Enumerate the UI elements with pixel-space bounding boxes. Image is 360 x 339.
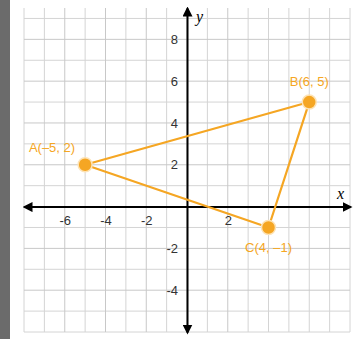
y-tick-label: 8 (171, 32, 178, 47)
y-tick: 2 (171, 157, 187, 172)
y-tick-label: 6 (171, 74, 178, 89)
x-tick-label: -6 (59, 213, 71, 228)
minor-grid-line (24, 8, 25, 332)
y-tick: 4 (171, 116, 187, 131)
triangle-side (85, 102, 309, 227)
grid-line (227, 8, 228, 332)
y-tick: -2 (166, 241, 187, 256)
x-tick: 2 (225, 207, 232, 228)
y-tick-label: 2 (171, 157, 178, 172)
vertex-label: C(4, –1) (245, 240, 292, 255)
minor-grid-line (44, 8, 45, 332)
y-axis-line (187, 9, 189, 333)
vertex (302, 95, 316, 109)
x-tick: -6 (59, 207, 71, 228)
minor-grid-line (329, 8, 330, 332)
y-tick: 8 (171, 32, 187, 47)
y-tick: 6 (171, 74, 187, 89)
chart: -6 -4 -2 2 -4 -2 2 4 6 8 x y A(–5, 2) B(6, 5) C(4, –1) (0, 0, 360, 339)
grid-line (146, 8, 147, 332)
edge-strip (0, 0, 10, 339)
vertex (78, 158, 92, 172)
minor-grid-line (187, 8, 188, 332)
grid-line (105, 8, 106, 332)
minor-grid-line (125, 8, 126, 332)
grid (24, 8, 350, 332)
minor-grid-line (207, 8, 208, 332)
minor-grid-line (288, 8, 289, 332)
x-tick: -2 (141, 207, 153, 228)
grid-line (64, 8, 65, 332)
vertex-label: B(6, 5) (290, 74, 329, 89)
plot-area (78, 95, 316, 234)
minor-grid-line (350, 8, 351, 332)
vertex (262, 220, 276, 234)
y-tick-label: 4 (171, 116, 178, 131)
y-axis-title: y (194, 8, 204, 26)
minor-grid-line (268, 8, 269, 332)
minor-grid-line (248, 8, 249, 332)
x-tick-label: -2 (141, 213, 153, 228)
y-tick: -4 (166, 283, 187, 298)
x-tick-label: -4 (100, 213, 112, 228)
y-tick-label: -4 (166, 283, 178, 298)
x-tick: -4 (100, 207, 112, 228)
y-tick-label: -2 (166, 241, 178, 256)
x-axis-title: x (336, 185, 344, 202)
minor-grid-line (309, 8, 310, 332)
vertex-label: A(–5, 2) (29, 140, 75, 155)
y-axis: -4 -2 2 4 6 8 (166, 9, 187, 333)
